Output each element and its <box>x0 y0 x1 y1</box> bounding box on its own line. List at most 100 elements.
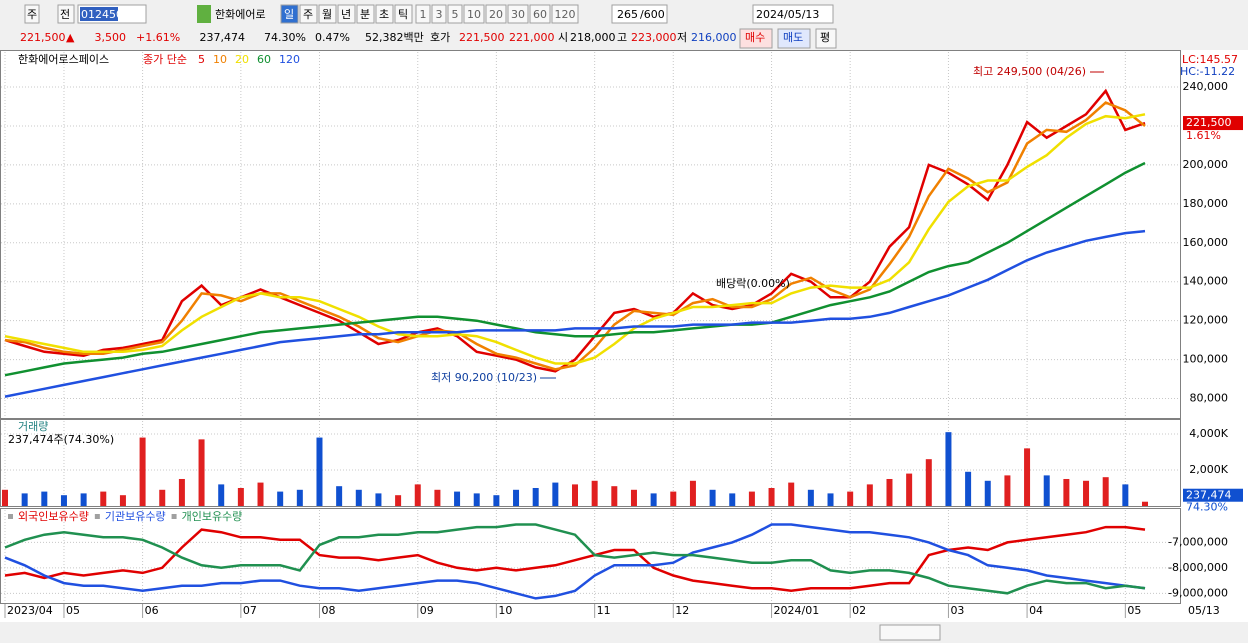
holdings-panel <box>0 508 1181 604</box>
interval[interactable]: 5 <box>452 8 459 21</box>
lc-label: LC:145.57 <box>1182 53 1238 66</box>
interval-button[interactable] <box>415 4 431 24</box>
interval-button[interactable] <box>431 4 447 24</box>
period-button[interactable] <box>337 4 356 24</box>
interval[interactable]: 120 <box>555 8 576 21</box>
bid-label: 호가 <box>430 31 450 44</box>
sell[interactable]: 매도 <box>783 31 803 44</box>
series-line <box>4 525 1146 593</box>
volume-bar <box>80 493 87 506</box>
period[interactable]: 주 <box>303 8 313 21</box>
credit-badge <box>197 5 211 23</box>
interval[interactable]: 10 <box>467 8 481 21</box>
period-button[interactable] <box>375 4 394 24</box>
period-button[interactable] <box>394 4 413 24</box>
interval-button[interactable] <box>507 4 529 24</box>
volume-bar <box>2 489 8 506</box>
bid-price: 221,000 <box>509 31 555 44</box>
interval[interactable]: 1 <box>420 8 427 21</box>
volume-bar <box>611 486 618 506</box>
count[interactable]: 265 <box>617 8 638 21</box>
volume-bar <box>650 493 657 506</box>
date-input[interactable] <box>752 4 834 24</box>
interval-button[interactable] <box>529 4 551 24</box>
period[interactable]: 초 <box>379 8 389 21</box>
period[interactable]: 일 <box>284 7 294 21</box>
legend-marker <box>171 514 177 519</box>
last-volume: 237,474 <box>1186 489 1232 502</box>
market-button[interactable] <box>24 4 40 24</box>
market[interactable]: 주 <box>27 8 37 21</box>
count-input[interactable] <box>611 4 668 24</box>
scrollbar[interactable] <box>0 622 1248 643</box>
legend-entry: 20 <box>235 53 249 66</box>
period[interactable]: 년 <box>341 8 351 21</box>
last-change: 1.61% <box>1186 129 1221 142</box>
interval[interactable]: 60 <box>533 8 547 21</box>
volume-bar <box>965 471 972 506</box>
legend-marker <box>94 514 100 519</box>
volume-panel <box>0 419 1181 507</box>
volume-bar <box>218 484 225 506</box>
open-price: 218,000 <box>570 31 616 44</box>
volume-bar <box>198 439 205 506</box>
stock-code[interactable]: 012450 <box>81 8 123 21</box>
interval-button[interactable] <box>463 4 485 24</box>
y-tick-label: 140,000 <box>1183 275 1229 288</box>
interval-button[interactable] <box>485 4 507 24</box>
x-tick-label: 03 <box>950 604 964 617</box>
volume-bar <box>1004 475 1011 506</box>
buy[interactable]: 매수 <box>745 31 765 44</box>
volume-bar <box>1043 475 1050 506</box>
interval-button[interactable] <box>551 4 579 24</box>
annotation: 최저 90,200 (10/23) <box>431 371 537 384</box>
legend-entry: 개인보유수량 <box>182 510 243 523</box>
avg[interactable]: 평 <box>820 31 830 44</box>
last-volume-box <box>1183 488 1243 502</box>
x-tick-label: 2024/01 <box>774 604 820 617</box>
period[interactable]: 분 <box>360 8 370 21</box>
period[interactable]: 틱 <box>398 8 408 21</box>
legend-entry: 60 <box>257 53 271 66</box>
y-tick-label: 240,000 <box>1183 80 1229 93</box>
low-label: 저 <box>677 31 687 44</box>
prev-button[interactable] <box>57 4 75 24</box>
volume-bar <box>1102 477 1109 506</box>
period-button[interactable] <box>318 4 337 24</box>
y-tick-label: 2,000K <box>1189 463 1228 476</box>
x-tick-label: 09 <box>420 604 434 617</box>
volume-bar <box>60 495 67 506</box>
volume-bar <box>1083 480 1090 506</box>
interval[interactable]: 30 <box>511 8 525 21</box>
high-label: 고 <box>617 31 627 44</box>
period-button[interactable] <box>280 4 299 24</box>
stock-name[interactable]: 한화에어로 <box>215 8 266 21</box>
volume-bar <box>100 491 107 506</box>
scroll-buttons[interactable] <box>879 624 941 641</box>
buy-button[interactable] <box>739 28 773 49</box>
y-tick-label: 100,000 <box>1183 353 1229 366</box>
interval[interactable]: 3 <box>436 8 443 21</box>
period-button[interactable] <box>299 4 318 24</box>
volume-bar <box>670 491 677 506</box>
x-tick-label: 02 <box>852 604 866 617</box>
volume-bar <box>395 495 402 506</box>
volume-bar <box>788 482 795 506</box>
x-tick-label: 12 <box>675 604 689 617</box>
x-tick-label: 10 <box>498 604 512 617</box>
volume-bar <box>375 493 382 506</box>
y-tick-label: -7,000,000 <box>1168 535 1228 548</box>
volume-bar <box>1024 448 1031 506</box>
avg-button[interactable] <box>815 28 837 49</box>
volume-bar <box>689 480 696 506</box>
volume-bar <box>454 491 461 506</box>
period[interactable]: 월 <box>322 8 332 21</box>
interval[interactable]: 20 <box>489 8 503 21</box>
interval-button[interactable] <box>447 4 463 24</box>
prev[interactable]: 전 <box>60 8 70 21</box>
volume-bar <box>552 482 559 506</box>
period-button[interactable] <box>356 4 375 24</box>
volume-bar <box>768 487 775 506</box>
date[interactable]: 2024/05/13 <box>756 8 819 21</box>
sell-button[interactable] <box>777 28 811 49</box>
